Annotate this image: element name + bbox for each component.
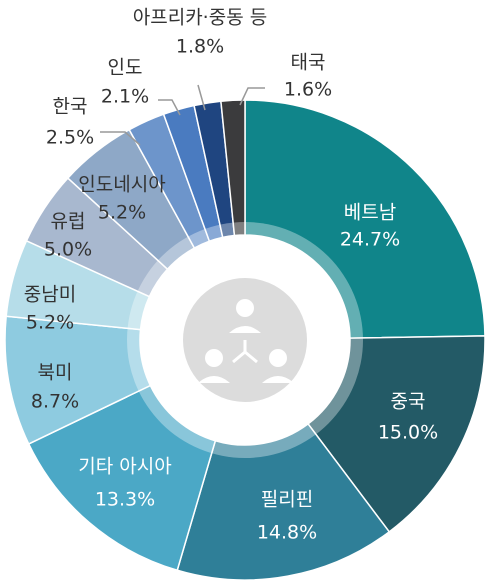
slice-name: 필리핀 <box>261 489 313 511</box>
slice <box>176 422 391 581</box>
slice <box>27 384 217 572</box>
slice-value: 1.6% <box>284 79 332 101</box>
slice-name: 유럽 <box>51 211 86 233</box>
slice-name: 한국 <box>53 96 88 118</box>
slice-name: 기타 아시아 <box>78 456 171 478</box>
slice-value: 14.8% <box>257 522 317 544</box>
slice-value: 5.2% <box>26 312 74 334</box>
slice <box>220 99 246 237</box>
slice-name: 중국 <box>391 391 426 413</box>
slice-name: 태국 <box>291 52 326 74</box>
slice-value: 5.2% <box>98 202 146 224</box>
slice-value: 5.0% <box>44 239 92 261</box>
slice-name: 중남미 <box>24 284 76 306</box>
slice-name: 북미 <box>38 362 73 384</box>
slice-value: 2.5% <box>46 127 94 149</box>
center-icon <box>183 278 307 402</box>
slice-value: 24.7% <box>340 229 400 251</box>
slice-name: 아프리카·중동 등 <box>133 7 267 29</box>
labels: 베트남 24.7% 중국 15.0% 필리핀 14.8% 기타 아시아 13.3% 북미 8.7%… <box>24 7 438 544</box>
slice-value: 8.7% <box>31 391 79 413</box>
slice-name: 인도 <box>108 57 143 79</box>
slice-name: 베트남 <box>344 202 396 224</box>
slice-name: 인도네시아 <box>78 174 165 196</box>
slice-value: 2.1% <box>101 86 149 108</box>
slice-value: 1.8% <box>176 36 224 58</box>
slice-value: 15.0% <box>378 422 438 444</box>
slice <box>307 335 485 533</box>
leader-lines <box>100 84 265 146</box>
slice-value: 13.3% <box>95 489 155 511</box>
slice <box>244 99 485 339</box>
